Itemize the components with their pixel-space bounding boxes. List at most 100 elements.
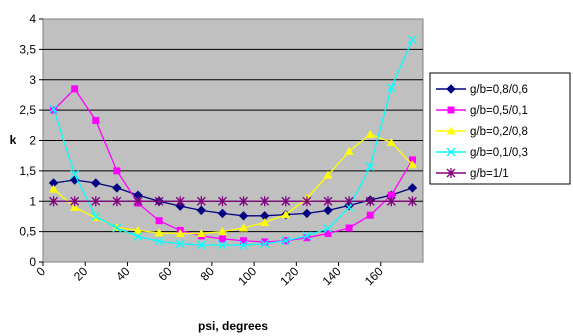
data-point	[196, 240, 206, 250]
y-axis-tick-labels: 0 0,5 1 1,5 2 2,5 3 3,5 4	[19, 12, 43, 269]
x-tick-label: 40	[113, 264, 133, 284]
legend-marker	[447, 106, 455, 114]
data-point	[154, 196, 164, 207]
legend-marker	[446, 84, 456, 94]
data-point	[365, 196, 375, 207]
data-point	[408, 156, 416, 164]
data-point	[154, 236, 164, 246]
y-tick-label: 3	[29, 73, 36, 87]
data-point	[407, 196, 417, 207]
data-point	[240, 237, 248, 245]
data-point	[196, 205, 207, 216]
data-point	[303, 234, 311, 242]
data-point	[70, 196, 80, 207]
data-point	[49, 196, 59, 207]
x-tick-label: 20	[71, 264, 91, 284]
data-point	[323, 170, 333, 179]
data-point	[133, 196, 143, 207]
y-tick-label: 1,5	[19, 164, 36, 178]
x-tick-label: 100	[235, 264, 259, 288]
data-point	[260, 218, 270, 227]
data-point	[366, 211, 374, 219]
data-point	[344, 196, 354, 207]
y-axis-title: k	[10, 133, 17, 147]
data-point	[239, 196, 249, 207]
x-tick-label: 140	[320, 264, 344, 288]
data-point	[323, 196, 333, 207]
data-point	[91, 196, 101, 207]
y-tick-label: 2,5	[19, 103, 36, 117]
data-point	[345, 224, 353, 232]
series-line	[53, 87, 414, 243]
data-point	[154, 228, 164, 237]
data-point	[387, 191, 395, 199]
data-point	[217, 196, 227, 207]
x-axis-title: psi, degrees	[198, 319, 268, 333]
legend-item: g/b=0,8/0,6	[436, 84, 528, 96]
legend-box	[429, 72, 571, 185]
data-point	[196, 228, 206, 237]
data-point	[196, 196, 206, 207]
data-point	[386, 137, 396, 146]
data-point	[239, 223, 249, 232]
legend-marker	[446, 168, 456, 178]
data-point	[70, 170, 80, 179]
legend-item: g/b=1/1	[436, 168, 509, 180]
data-point	[217, 208, 228, 219]
data-point	[323, 224, 333, 234]
series-x	[49, 35, 417, 250]
data-point	[70, 202, 80, 211]
legend-label: g/b=0,8/0,6	[470, 84, 528, 96]
data-point	[91, 178, 101, 188]
x-tick-label: 80	[198, 264, 218, 284]
data-point	[365, 129, 375, 138]
data-point	[238, 211, 249, 221]
data-point	[302, 196, 312, 207]
legend-label: g/b=1/1	[470, 168, 509, 180]
data-point	[260, 239, 270, 249]
data-point	[281, 210, 291, 219]
data-point	[92, 116, 100, 124]
legend-item: g/b=0,2/0,8	[436, 126, 528, 138]
y-tick-label: 0	[29, 255, 36, 269]
series-star	[49, 196, 417, 207]
data-point	[133, 225, 143, 234]
data-point	[49, 104, 59, 114]
x-axis-tick-labels: 0 20 40 60 80 100 120 140 160	[33, 262, 386, 288]
y-tick-label: 4	[29, 12, 36, 26]
data-point	[281, 236, 291, 246]
x-tick-label: 0	[33, 264, 48, 279]
legend-item: g/b=0,1/0,3	[436, 147, 528, 159]
x-tick-label: 120	[277, 264, 301, 288]
data-point	[112, 223, 122, 233]
data-point	[175, 228, 185, 237]
y-tick-label: 1	[29, 194, 36, 208]
data-point	[260, 196, 270, 207]
legend-marker	[446, 147, 456, 157]
y-tick-label: 0,5	[19, 225, 36, 239]
series-layer	[48, 35, 418, 250]
data-point	[112, 183, 122, 193]
legend-label: g/b=0,5/0,1	[470, 105, 528, 117]
y-tick-label: 2	[29, 134, 36, 148]
data-point	[302, 231, 312, 241]
legend-marker	[446, 126, 456, 135]
data-point	[281, 196, 291, 207]
data-point	[175, 239, 185, 249]
y-tick-label: 3,5	[19, 42, 36, 56]
data-point	[239, 240, 249, 250]
x-tick-label: 160	[362, 264, 386, 288]
data-point	[407, 35, 417, 45]
data-point	[175, 196, 185, 207]
data-point	[344, 146, 354, 155]
data-point	[71, 85, 79, 93]
data-point	[302, 208, 312, 219]
series-line	[52, 39, 414, 246]
data-point	[386, 196, 396, 207]
legend-label: g/b=0,1/0,3	[470, 147, 528, 159]
data-point	[155, 217, 163, 225]
legend-label: g/b=0,2/0,8	[470, 126, 528, 138]
data-point	[324, 229, 332, 237]
x-tick-label: 60	[155, 264, 175, 284]
